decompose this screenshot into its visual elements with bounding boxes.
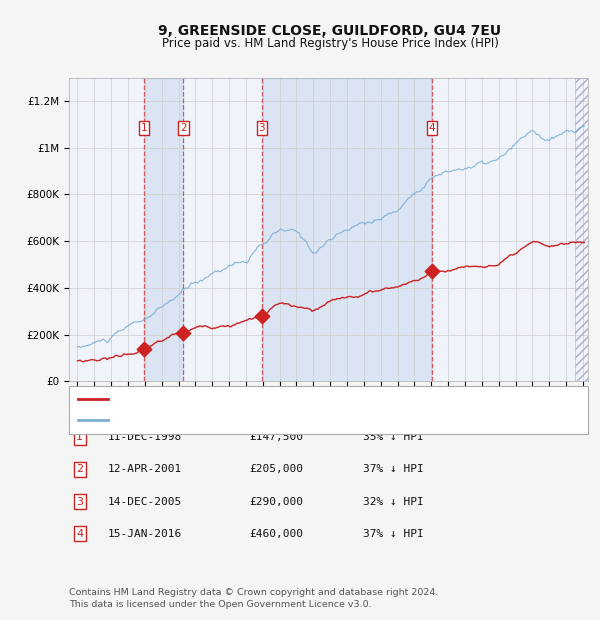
Point xyxy=(257,311,267,321)
Text: £290,000: £290,000 xyxy=(249,497,303,507)
Text: 35% ↓ HPI: 35% ↓ HPI xyxy=(363,432,424,442)
Point xyxy=(139,343,149,353)
Text: 9, GREENSIDE CLOSE, GUILDFORD, GU4 7EU (detached house): 9, GREENSIDE CLOSE, GUILDFORD, GU4 7EU (… xyxy=(114,394,458,404)
Text: 1: 1 xyxy=(76,432,83,442)
Text: Contains HM Land Registry data © Crown copyright and database right 2024.
This d: Contains HM Land Registry data © Crown c… xyxy=(69,588,439,609)
Text: 12-APR-2001: 12-APR-2001 xyxy=(108,464,182,474)
Text: 4: 4 xyxy=(428,123,435,133)
Bar xyxy=(144,78,183,381)
Text: £460,000: £460,000 xyxy=(249,529,303,539)
Text: HPI: Average price, detached house, Guildford: HPI: Average price, detached house, Guil… xyxy=(114,415,367,425)
Text: 14-DEC-2005: 14-DEC-2005 xyxy=(108,497,182,507)
Text: 4: 4 xyxy=(76,529,83,539)
Text: 1: 1 xyxy=(140,123,147,133)
Point xyxy=(178,328,188,338)
Text: 15-JAN-2016: 15-JAN-2016 xyxy=(108,529,182,539)
Text: 3: 3 xyxy=(76,497,83,507)
Text: £205,000: £205,000 xyxy=(249,464,303,474)
Text: Price paid vs. HM Land Registry's House Price Index (HPI): Price paid vs. HM Land Registry's House … xyxy=(161,37,499,50)
Point xyxy=(427,266,437,276)
Text: 2: 2 xyxy=(180,123,187,133)
Text: £147,500: £147,500 xyxy=(249,432,303,442)
Text: 11-DEC-1998: 11-DEC-1998 xyxy=(108,432,182,442)
Text: 9, GREENSIDE CLOSE, GUILDFORD, GU4 7EU: 9, GREENSIDE CLOSE, GUILDFORD, GU4 7EU xyxy=(158,24,502,38)
Bar xyxy=(262,78,432,381)
Text: 32% ↓ HPI: 32% ↓ HPI xyxy=(363,497,424,507)
Text: 37% ↓ HPI: 37% ↓ HPI xyxy=(363,464,424,474)
Text: 37% ↓ HPI: 37% ↓ HPI xyxy=(363,529,424,539)
Text: 2: 2 xyxy=(76,464,83,474)
Text: 3: 3 xyxy=(259,123,265,133)
